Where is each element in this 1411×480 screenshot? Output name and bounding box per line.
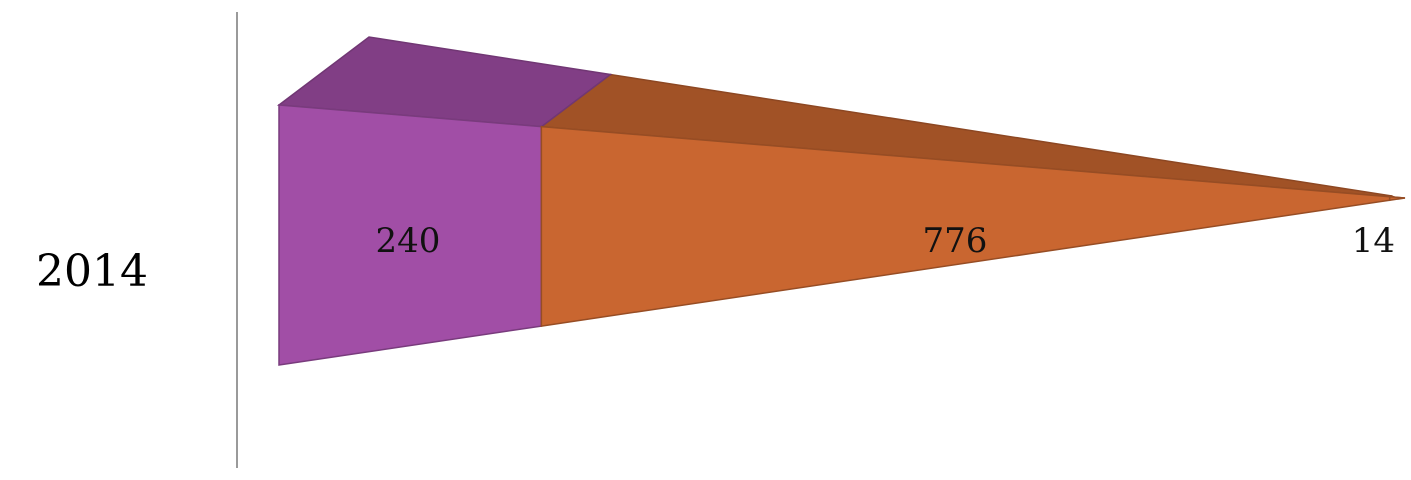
chart-marks: 240 776 14 <box>276 36 1406 366</box>
data-label-2: 14 <box>1352 221 1395 261</box>
bar-segment-2 <box>1388 195 1406 202</box>
data-label-0: 240 <box>376 221 441 261</box>
category-label: 2014 <box>36 246 148 297</box>
data-label-1: 776 <box>923 221 988 261</box>
